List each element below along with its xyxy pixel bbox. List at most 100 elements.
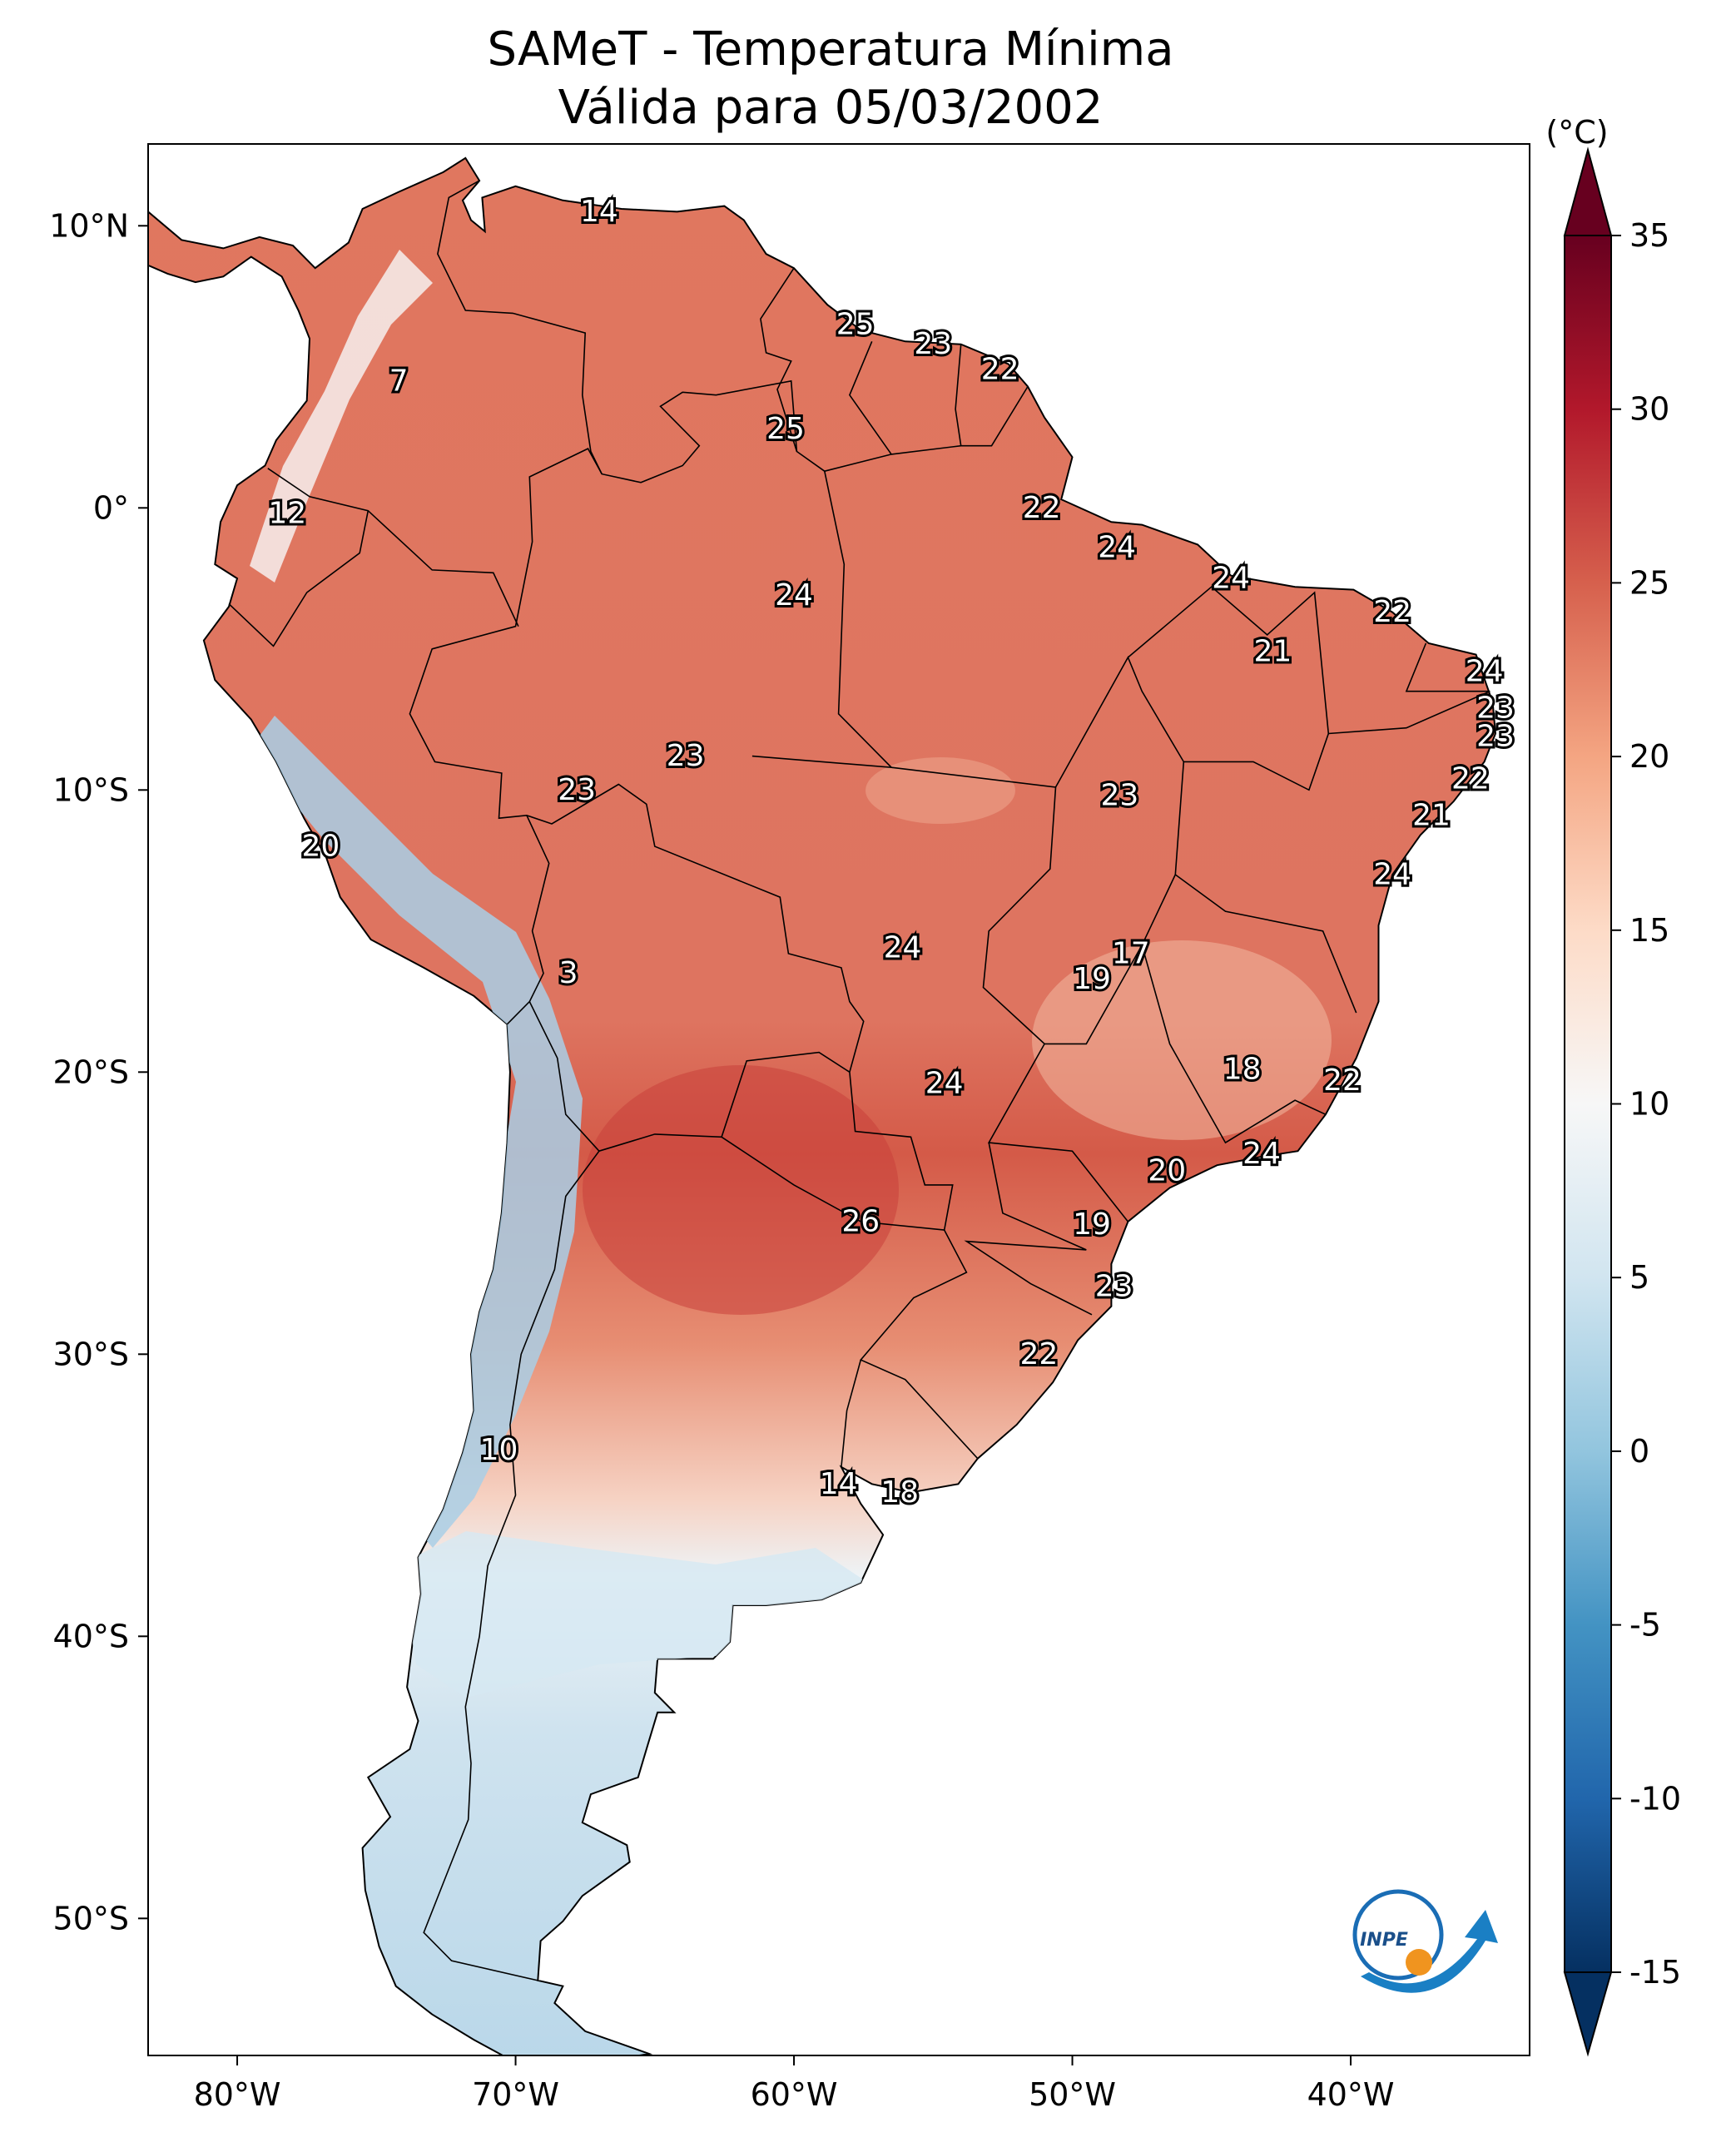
colorbar-tick-label: -10: [1629, 1780, 1681, 1817]
border-ecuador-peru: [228, 510, 370, 647]
station-value: 23: [1100, 779, 1138, 813]
lat-tick-label: 40°S: [53, 1618, 129, 1654]
lon-tick-label: 70°W: [472, 2076, 559, 2113]
station-value: 18: [1223, 1052, 1262, 1086]
chart-title-line1: SAMeT - Temperatura Mínima: [487, 22, 1173, 77]
station-value: 24: [884, 931, 922, 965]
country-borders: [228, 180, 1490, 1981]
station-value: 22: [981, 353, 1019, 387]
station-value: 25: [766, 412, 805, 446]
station-value: 24: [925, 1066, 964, 1100]
station-value: 10: [480, 1433, 518, 1467]
andes-north-cool: [250, 250, 433, 583]
station-value: 24: [775, 578, 813, 612]
station-value: 22: [1023, 491, 1061, 525]
border-venezuela-guyana: [760, 267, 798, 452]
station-value: 23: [914, 327, 952, 361]
colorbar-tick-label: 35: [1629, 217, 1669, 254]
colorbar-tick-label: 25: [1629, 564, 1669, 601]
border-sp-parana: [964, 1142, 1093, 1316]
colorbar-tick-label: 0: [1629, 1433, 1649, 1470]
border-colombia-peru-ecuador: [267, 468, 519, 627]
lon-tick-label: 60°W: [751, 2076, 838, 2113]
station-value: 18: [880, 1475, 919, 1510]
border-brazil-north: [409, 379, 1029, 1460]
border-suriname-guiana: [955, 344, 962, 446]
station-value: 26: [841, 1205, 880, 1239]
station-value: 23: [1095, 1270, 1133, 1304]
station-value: 21: [1412, 798, 1451, 832]
colorbar-tick-label: -15: [1629, 1954, 1681, 1991]
colorbar-unit: (°C): [1545, 114, 1608, 151]
station-value: 24: [1212, 562, 1250, 596]
colorbar-tick-label: 20: [1629, 738, 1669, 775]
border-minas-sp: [1141, 945, 1327, 1144]
station-value: 14: [820, 1467, 858, 1501]
station-value: 22: [1323, 1064, 1362, 1098]
colorbar-extend-bottom: [1563, 1971, 1613, 2057]
border-paraguay-argentina: [721, 1136, 945, 1231]
lat-tick-label: 30°S: [53, 1336, 129, 1372]
colorbar-tick-label: 30: [1629, 391, 1669, 428]
station-value: 22: [1373, 595, 1411, 629]
border-colombia-venezuela: [437, 180, 603, 474]
station-value: 17: [1112, 936, 1150, 970]
border-peru-bolivia: [506, 815, 550, 1025]
station-value: 24: [1466, 654, 1504, 688]
station-value: 7: [389, 364, 409, 398]
colorbar-ramp: [1564, 235, 1612, 1973]
border-ne-states: [1127, 586, 1330, 791]
station-value: 19: [1073, 1207, 1111, 1242]
andes-cold-strip: [250, 716, 583, 1548]
colorbar: (°C) 35 30 25 20 15 10 5 0 -5 -10 -15: [1545, 114, 1681, 2057]
lat-tick-label: 10°S: [53, 771, 129, 808]
lon-tick-label: 40°W: [1307, 2076, 1395, 2113]
station-value: 22: [1451, 761, 1490, 796]
lon-tick-label: 50°W: [1029, 2076, 1116, 2113]
border-mato-grosso: [891, 766, 1057, 1044]
pampa-cool: [399, 1531, 866, 1698]
longitude-axis: 80°W 70°W 60°W 50°W 40°W: [194, 2055, 1395, 2113]
border-chile-bolivia-argentina: [423, 1001, 600, 1981]
map-frame: [147, 143, 1530, 2056]
border-amazonas-para: [751, 471, 894, 769]
station-value: 21: [1253, 635, 1292, 669]
inpe-logo-text: INPE: [1360, 1930, 1408, 1951]
station-value: 22: [1019, 1337, 1058, 1371]
inpe-logo-swoosh-icon: [1361, 1910, 1498, 1993]
map-layer: [148, 156, 1497, 2055]
station-value: 12: [268, 497, 306, 531]
station-value: 24: [1242, 1137, 1281, 1171]
lat-tick-label: 20°S: [53, 1054, 129, 1090]
latitude-axis: 10°N 0° 10°S 20°S 30°S 40°S 50°S: [49, 207, 148, 1936]
inpe-logo-ring: [1352, 1889, 1444, 1981]
lon-tick-label: 80°W: [194, 2076, 281, 2113]
lat-tick-label: 10°N: [49, 207, 129, 244]
station-value: 14: [580, 195, 618, 229]
inpe-logo-sun-icon: [1406, 1949, 1432, 1976]
station-value: 20: [1148, 1154, 1186, 1188]
lat-tick-label: 0°: [93, 489, 129, 526]
colorbar-tick-label: 10: [1629, 1086, 1669, 1123]
border-ne-small: [1328, 642, 1490, 735]
station-value: 24: [1098, 530, 1136, 564]
colorbar-tick-label: 5: [1629, 1259, 1649, 1296]
cool-zone-central: [866, 757, 1015, 824]
inpe-logo: INPE: [1352, 1889, 1498, 1993]
station-value: 25: [836, 308, 875, 342]
lat-tick-label: 50°S: [53, 1900, 129, 1936]
station-value: 24: [1373, 858, 1411, 892]
border-bolivia-paraguay-argentina: [598, 1051, 851, 1152]
station-value: 20: [301, 830, 340, 864]
cool-zone-minas: [1032, 940, 1332, 1140]
station-value: 23: [667, 739, 705, 773]
station-value: 3: [559, 956, 578, 990]
colorbar-ticks: 35 30 25 20 15 10 5 0 -5 -10 -15: [1611, 217, 1681, 1991]
station-value: 19: [1073, 962, 1111, 996]
chart-title-line2: Válida para 05/03/2002: [558, 81, 1104, 135]
colorbar-tick-label: 15: [1629, 912, 1669, 949]
station-value: 23: [1476, 692, 1515, 726]
border-guyana-suriname: [848, 340, 892, 455]
hot-zone-chaco: [583, 1065, 899, 1315]
